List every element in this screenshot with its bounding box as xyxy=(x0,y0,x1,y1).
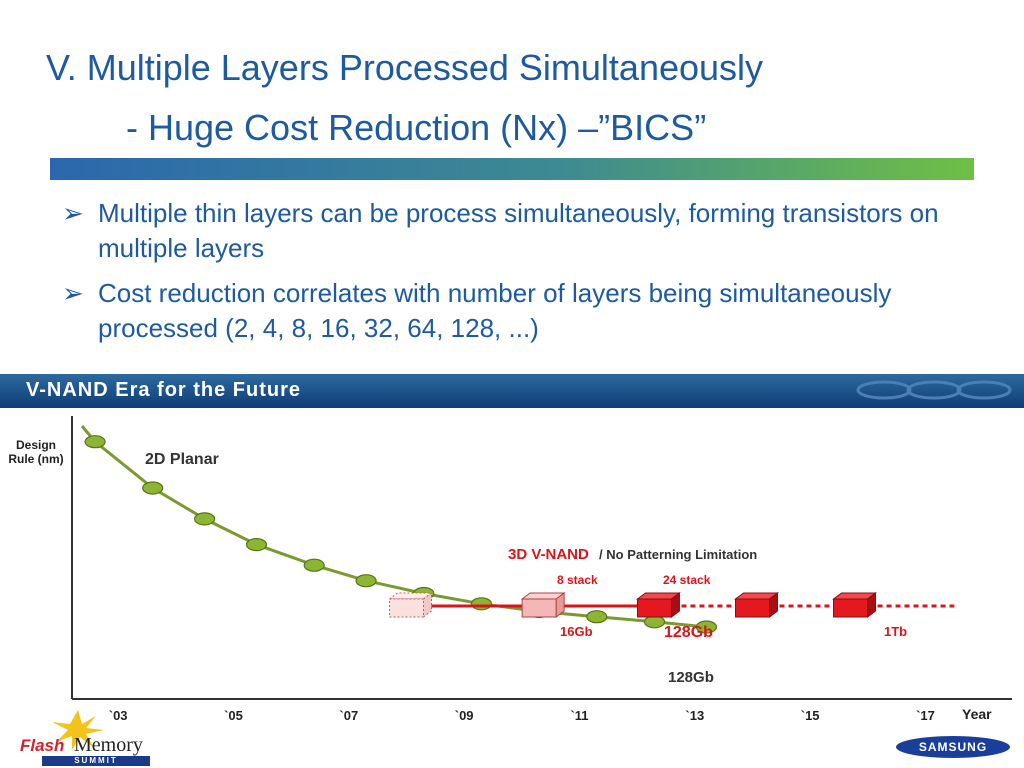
cap-128gb-label: 128Gb xyxy=(664,624,713,641)
planar-point xyxy=(142,481,164,495)
planar-point xyxy=(470,597,492,611)
banner-title: V-NAND Era for the Future xyxy=(26,379,302,401)
starburst-icon xyxy=(52,710,104,750)
x-tick-label: `11 xyxy=(570,708,588,723)
bullet-text: Cost reduction correlates with number of… xyxy=(98,278,892,343)
vnand-stack-cube xyxy=(733,592,779,618)
vnand-title-note: / No Patterning Limitation xyxy=(599,547,757,562)
planar-point xyxy=(695,620,718,634)
slide-subtitle: - Huge Cost Reduction (Nx) –”BICS” xyxy=(126,107,707,148)
planar-point xyxy=(586,610,608,624)
x-tick-label: `07 xyxy=(339,708,358,723)
logo-flash: Flash xyxy=(20,736,65,755)
x-tick-label: `05 xyxy=(224,708,243,723)
vnand-stack-cube xyxy=(387,592,433,618)
x-tick-label: `09 xyxy=(455,708,474,723)
samsung-logo: SAMSUNG xyxy=(896,736,1010,758)
bullet-text: Multiple thin layers can be process simu… xyxy=(98,198,939,263)
vnand-stack-cube xyxy=(520,592,566,618)
vnand-chart: `03 `05 `07 `09 `11 `13 `15 `17 Year 2D Planar … xyxy=(71,416,1012,723)
planar-end-label: 128Gb xyxy=(668,669,714,686)
figure-banner: V-NAND Era for the Future xyxy=(0,374,1024,408)
flash-memory-summit-logo: Flash Memory SUMMIT xyxy=(14,710,190,766)
stack-8-label: 8 stack xyxy=(557,573,598,587)
logo-summit: SUMMIT xyxy=(42,756,150,766)
x-tick-label: `03 xyxy=(109,708,128,723)
y-axis-label: Design Rule (nm) xyxy=(8,438,64,466)
title-rule-bar xyxy=(50,158,974,180)
planar-label: 2D Planar xyxy=(145,451,219,468)
planar-point xyxy=(643,615,666,629)
banner-decoration-icon xyxy=(856,380,1012,400)
x-tick-label: `13 xyxy=(685,708,704,723)
x-tick-label: `15 xyxy=(801,708,820,723)
vnand-stack-cube xyxy=(635,592,681,618)
planar-point xyxy=(355,574,377,588)
planar-point xyxy=(194,512,216,526)
vnand-stack-cube xyxy=(832,592,878,618)
arrow-bullet-icon: ➢ xyxy=(62,198,84,228)
bullet-item: ➢ Cost reduction correlates with number … xyxy=(62,276,962,346)
x-tick-label: `17 xyxy=(916,708,935,723)
slide-title: V. Multiple Layers Processed Simultaneou… xyxy=(46,47,764,88)
bullet-list: ➢ Multiple thin layers can be process si… xyxy=(62,196,962,356)
logo-memory: Memory xyxy=(74,734,143,756)
stack-24-label: 24 stack xyxy=(663,573,711,587)
planar-point xyxy=(303,558,325,572)
cap-16gb-label: 16Gb xyxy=(560,624,593,639)
planar-point xyxy=(84,435,106,449)
vnand-title-main: 3D V-NAND xyxy=(508,546,589,563)
vnand-title: 3D V-NAND / No Patterning Limitation xyxy=(508,546,757,563)
bullet-item: ➢ Multiple thin layers can be process si… xyxy=(62,196,962,266)
cap-1tb-label: 1Tb xyxy=(884,624,907,639)
planar-point xyxy=(245,538,268,552)
x-axis-label: Year xyxy=(962,706,992,722)
vnand-figure: V-NAND Era for the Future Design Rule (n… xyxy=(0,374,1024,768)
arrow-bullet-icon: ➢ xyxy=(62,278,84,308)
